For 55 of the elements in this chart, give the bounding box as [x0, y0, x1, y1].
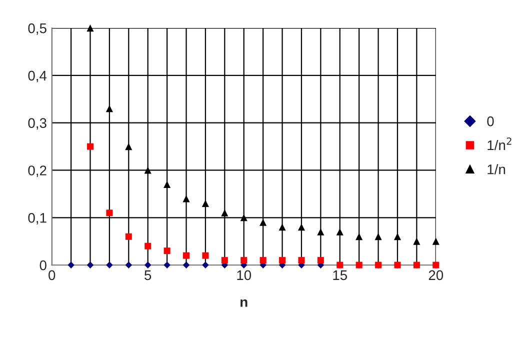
- point: [317, 257, 324, 264]
- point: [86, 143, 94, 150]
- legend-label: 1/n$^{2}$: [488, 137, 512, 150]
- point: [125, 262, 132, 268]
- x-tick-label: 15: [333, 270, 348, 280]
- point: [260, 257, 266, 264]
- point: [202, 200, 210, 207]
- point: [125, 142, 132, 150]
- legend-label: 1/n: [488, 164, 506, 174]
- point: [68, 262, 74, 268]
- point: [298, 224, 306, 231]
- y-tick-label: 0,3: [28, 118, 46, 130]
- point: [202, 252, 209, 259]
- point: [221, 209, 228, 216]
- x-tick-label: 20: [428, 270, 444, 280]
- point: [164, 262, 170, 268]
- x-axis-title: n: [240, 299, 248, 307]
- point: [298, 257, 305, 264]
- point: [106, 105, 113, 112]
- point: [106, 210, 113, 216]
- point: [86, 262, 94, 268]
- point: [260, 218, 267, 226]
- legend-label: 0: [487, 116, 494, 126]
- point: [240, 257, 248, 264]
- point: [183, 252, 190, 259]
- point: [317, 228, 324, 236]
- x-tick-label: 0: [48, 270, 56, 280]
- point: [336, 228, 344, 236]
- y-tick-label: 0,1: [28, 212, 46, 224]
- y-tick-label: 0,5: [28, 23, 46, 35]
- x-tick-label: 10: [237, 270, 252, 280]
- point: [279, 257, 286, 264]
- y-tick-label: 0,2: [28, 166, 46, 178]
- point: [221, 257, 228, 264]
- point: [413, 238, 420, 245]
- point: [182, 195, 190, 202]
- point: [432, 238, 440, 245]
- point: [144, 166, 152, 174]
- point: [106, 262, 113, 268]
- point: [240, 214, 248, 222]
- point: [278, 224, 286, 231]
- point: [374, 233, 382, 240]
- point: [125, 233, 132, 240]
- x-tick-label: 5: [144, 270, 152, 280]
- point: [164, 248, 170, 254]
- point: [144, 262, 152, 268]
- y-tick-label: 0: [40, 260, 46, 270]
- y-tick-label: 0,4: [28, 70, 47, 82]
- point: [356, 233, 363, 240]
- point: [202, 262, 209, 268]
- point: [182, 262, 190, 268]
- point: [164, 180, 171, 188]
- point: [144, 242, 152, 250]
- point: [394, 233, 402, 240]
- point: [86, 24, 94, 32]
